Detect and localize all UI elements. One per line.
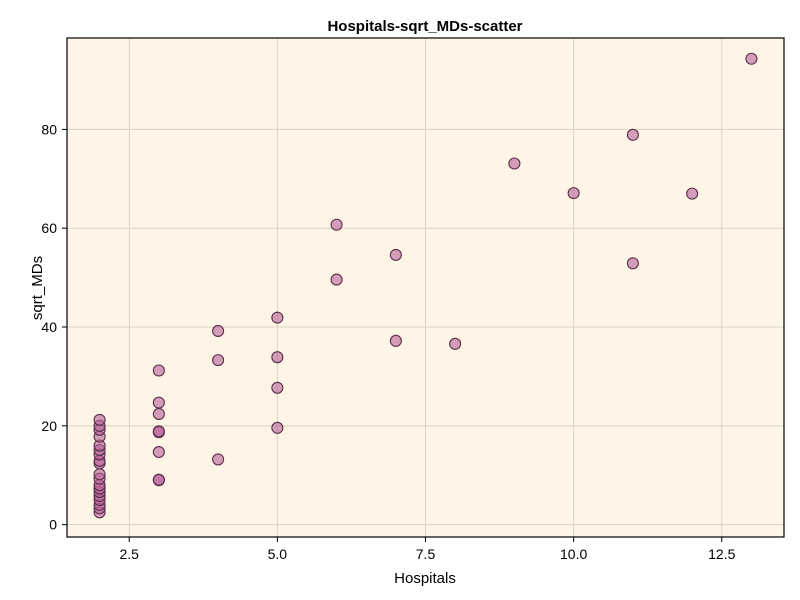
scatter-point — [93, 468, 106, 481]
scatter-point — [152, 425, 165, 438]
scatter-point — [626, 128, 639, 141]
y-tick-label: 80 — [41, 121, 57, 137]
scatter-point — [271, 351, 284, 364]
grid-lines — [67, 38, 784, 537]
chart-title: Hospitals-sqrt_MDs-scatter — [327, 18, 522, 35]
scatter-point — [271, 311, 284, 324]
scatter-point — [212, 453, 225, 466]
x-tick-label: 7.5 — [416, 546, 436, 562]
scatter-point — [389, 334, 402, 347]
scatter-point — [686, 187, 699, 200]
scatter-point — [567, 187, 580, 200]
scatter-point — [93, 413, 106, 426]
scatter-point — [271, 381, 284, 394]
scatter-point — [152, 445, 165, 459]
x-axis-ticks: 2.5 5.0 7.5 10.0 12.5 — [119, 537, 736, 562]
y-axis-ticks: 0 20 40 60 80 — [41, 121, 67, 533]
scatter-point — [330, 218, 343, 231]
scatter-point — [449, 337, 462, 350]
x-tick-label: 10.0 — [560, 546, 587, 562]
y-tick-label: 40 — [41, 319, 57, 335]
scatter-point — [152, 473, 165, 486]
scatter-point — [330, 273, 343, 286]
y-tick-label: 20 — [41, 418, 57, 434]
data-points — [93, 52, 758, 519]
scatter-point — [389, 248, 402, 261]
x-tick-label: 12.5 — [708, 546, 735, 562]
scatter-point — [152, 364, 165, 377]
scatter-point — [152, 407, 165, 421]
scatter-point — [212, 354, 225, 367]
x-axis-label: Hospitals — [394, 570, 456, 587]
y-axis-label: sqrt_MDs — [29, 256, 46, 320]
y-tick-label: 0 — [49, 517, 57, 533]
scatter-point — [508, 157, 521, 170]
x-tick-label: 5.0 — [268, 546, 288, 562]
scatter-point — [212, 324, 225, 338]
y-tick-label: 60 — [41, 220, 57, 236]
scatter-point — [152, 396, 165, 409]
scatter-point — [626, 257, 639, 270]
x-tick-label: 2.5 — [119, 546, 139, 562]
scatter-point — [271, 421, 284, 434]
scatter-point — [745, 52, 758, 65]
